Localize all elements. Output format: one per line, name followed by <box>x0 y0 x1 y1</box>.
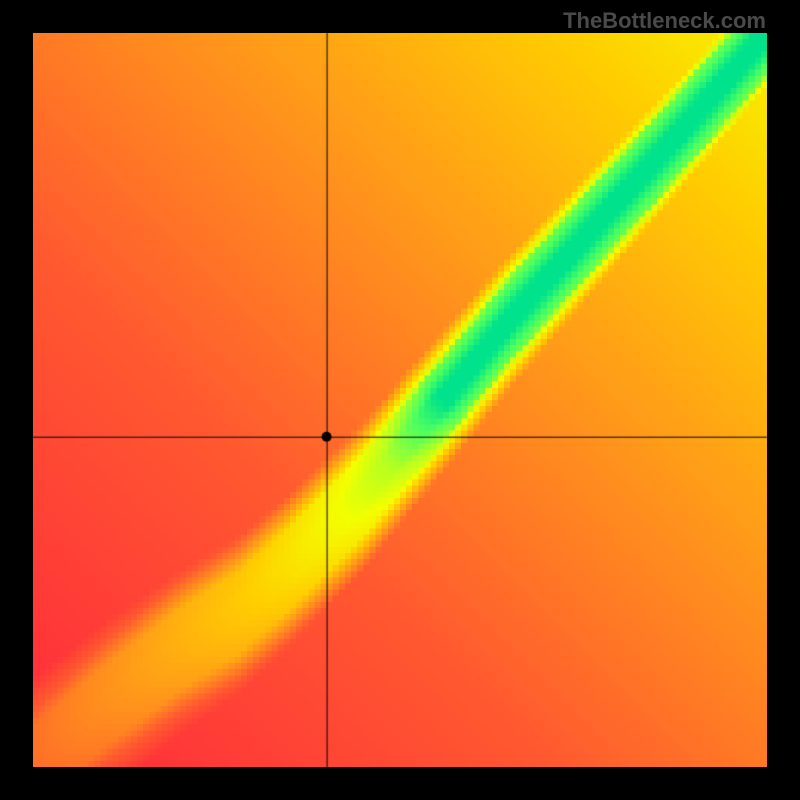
chart-container: TheBottleneck.com <box>0 0 800 800</box>
watermark-text: TheBottleneck.com <box>563 8 766 34</box>
crosshair-overlay <box>0 0 800 800</box>
